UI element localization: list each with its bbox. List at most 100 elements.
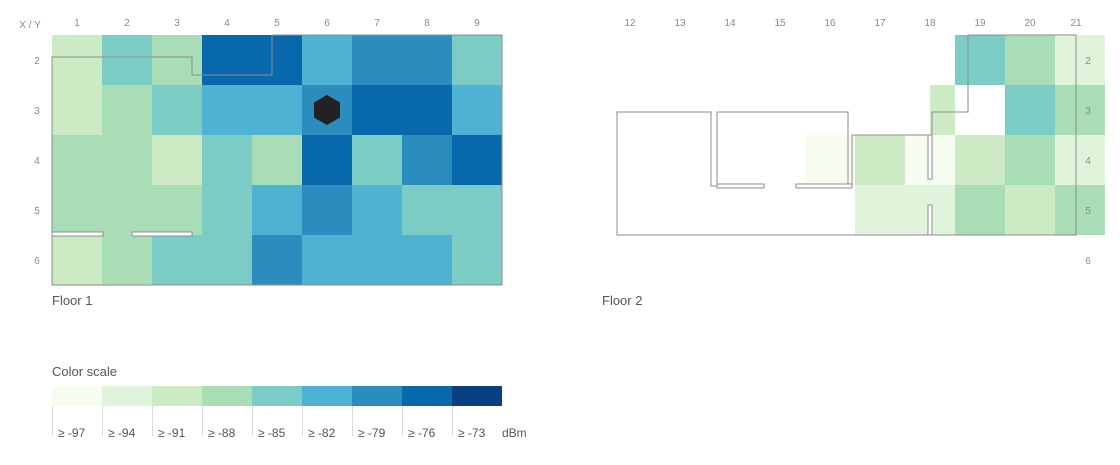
heatmap-cell-floor1-3-3 [152, 85, 202, 135]
heatmap-cell-floor2-19-5 [955, 185, 1005, 235]
heatmap-cell-floor1-5-6 [252, 235, 302, 285]
heatmap-cell-floor1-6-4 [302, 135, 352, 185]
heatmap-cell-floor1-9-5 [452, 185, 502, 235]
heatmap-cell-floor2-21-3 [1055, 85, 1105, 135]
color-scale-legend: Color scale dBm ≥ -97 ≥ -94 ≥ -91 ≥ -88 ≥ -8… [52, 364, 527, 440]
heatmap-cell-floor1-4-6 [202, 235, 252, 285]
heatmap-cell-floor1-3-5 [152, 185, 202, 235]
legend-title: Color scale [52, 364, 117, 379]
axis-labels: X / Y 1 2 3 4 5 6 7 8 9 12 13 14 15 16 17 18 19 20 212 23 34… [19, 18, 1091, 267]
heatmap-cell-floor1-4-3 [202, 85, 252, 135]
floor-1-partition-right [131, 231, 193, 237]
floor-2-partition-c [927, 134, 933, 180]
x-tick-label: 6 [324, 18, 330, 29]
heatmap-cell-floor1-1-3 [52, 85, 102, 135]
heatmap-cell-floor1-7-4 [352, 135, 402, 185]
heatmap-cell-floor2-20-4 [1005, 135, 1055, 185]
heatmap-cells [52, 35, 1105, 285]
legend-threshold-label: ≥ -91 [158, 426, 186, 440]
x-tick-label: 7 [374, 18, 380, 29]
floor-1-outline [51, 34, 503, 286]
x-tick-label: 14 [724, 18, 736, 29]
heatmap-cell-floor1-1-6 [52, 235, 102, 285]
heatmap-cell-floor1-6-2 [302, 35, 352, 85]
floor-2-partition-d [927, 204, 933, 236]
legend-threshold-label: ≥ -88 [208, 426, 236, 440]
y-tick-label-left: 4 [34, 156, 40, 167]
x-tick-label: 4 [224, 18, 230, 29]
heatmap-cell-floor2-19-2 [955, 35, 1005, 85]
heatmap-cell-floor1-3-6 [152, 235, 202, 285]
x-tick-label: 2 [124, 18, 130, 29]
y-tick-label-left: 3 [34, 106, 40, 117]
legend-swatch [202, 386, 252, 406]
legend-swatch [352, 386, 402, 406]
legend-swatch [52, 386, 102, 406]
x-tick-label: 18 [924, 18, 936, 29]
floor-labels: Floor 1 Floor 2 [52, 293, 642, 308]
heatmap-cell-floor1-9-2 [452, 35, 502, 85]
corner-label: X / Y [19, 20, 41, 31]
x-tick-label: 5 [274, 18, 280, 29]
floor-plan-walls [51, 34, 1077, 286]
x-tick-label: 8 [424, 18, 430, 29]
heatmap-cell-floor1-7-5 [352, 185, 402, 235]
heatmap-cell-floor1-4-5 [202, 185, 252, 235]
heatmap-cell-floor1-9-3 [452, 85, 502, 135]
legend-threshold-label: ≥ -97 [58, 426, 86, 440]
legend-swatch [102, 386, 152, 406]
legend-swatch [152, 386, 202, 406]
floor-2-label: Floor 2 [602, 293, 642, 308]
heatmap-cell-floor2-17-5 [855, 185, 905, 235]
x-tick-label: 19 [974, 18, 986, 29]
legend-threshold-label: ≥ -79 [358, 426, 386, 440]
heatmap-cell-floor1-8-4 [402, 135, 452, 185]
heatmap-cell-floor1-5-5 [252, 185, 302, 235]
floor-2-outline [616, 34, 1077, 236]
heatmap-cell-floor1-2-5 [102, 185, 152, 235]
heatmap-cell-floor2-16-4 [805, 135, 855, 185]
heatmap-cell-floor1-3-2 [152, 35, 202, 85]
y-tick-label-right: 5 [1085, 206, 1091, 217]
heatmap-cell-floor1-2-3 [102, 85, 152, 135]
y-tick-label-left: 5 [34, 206, 40, 217]
legend-threshold-label: ≥ -76 [408, 426, 436, 440]
heatmap-cell-floor1-7-3 [352, 85, 402, 135]
floor-2-partition-a [716, 183, 765, 189]
heatmap-cell-floor1-8-2 [402, 35, 452, 85]
x-tick-label: 9 [474, 18, 480, 29]
heatmap-cell-floor1-1-4 [52, 135, 102, 185]
heatmap-cell-floor1-4-4 [202, 135, 252, 185]
y-tick-label-right: 6 [1085, 256, 1091, 267]
x-tick-label: 1 [74, 18, 80, 29]
heatmap-cell-floor2-20-5 [1005, 185, 1055, 235]
heatmap-cell-floor2-18.5-3 [930, 85, 955, 135]
heatmap-cell-floor1-2-2 [102, 35, 152, 85]
heatmap-cell-floor1-9-4 [452, 135, 502, 185]
heatmap-cell-floor2-21-2 [1055, 35, 1105, 85]
x-tick-label: 3 [174, 18, 180, 29]
y-tick-label-left: 6 [34, 256, 40, 267]
heatmap-cell-floor1-9-6 [452, 235, 502, 285]
floor-1-partition-left [51, 231, 104, 237]
y-tick-label-right: 2 [1085, 56, 1091, 67]
floor-2-partition-b [795, 183, 853, 189]
heatmap-cell-floor1-6-6 [302, 235, 352, 285]
heatmap-cell-floor2-17-4 [855, 135, 905, 185]
heatmap-cell-floor1-2-6 [102, 235, 152, 285]
heatmap-cell-floor1-2-4 [102, 135, 152, 185]
heatmap-cell-floor1-7-6 [352, 235, 402, 285]
heatmap-cell-floor1-7-2 [352, 35, 402, 85]
legend-swatch [302, 386, 352, 406]
heatmap-cell-floor2-21-5 [1055, 185, 1105, 235]
x-tick-label: 13 [674, 18, 686, 29]
legend-threshold-label: ≥ -85 [258, 426, 286, 440]
heatmap-cell-floor1-8-6 [402, 235, 452, 285]
heatmap-cell-floor2-20-2 [1005, 35, 1055, 85]
y-tick-label-right: 4 [1085, 156, 1091, 167]
x-tick-label: 21 [1070, 18, 1082, 29]
legend-swatch [252, 386, 302, 406]
heatmap-cell-floor1-1-2 [52, 35, 102, 85]
x-tick-label: 17 [874, 18, 886, 29]
